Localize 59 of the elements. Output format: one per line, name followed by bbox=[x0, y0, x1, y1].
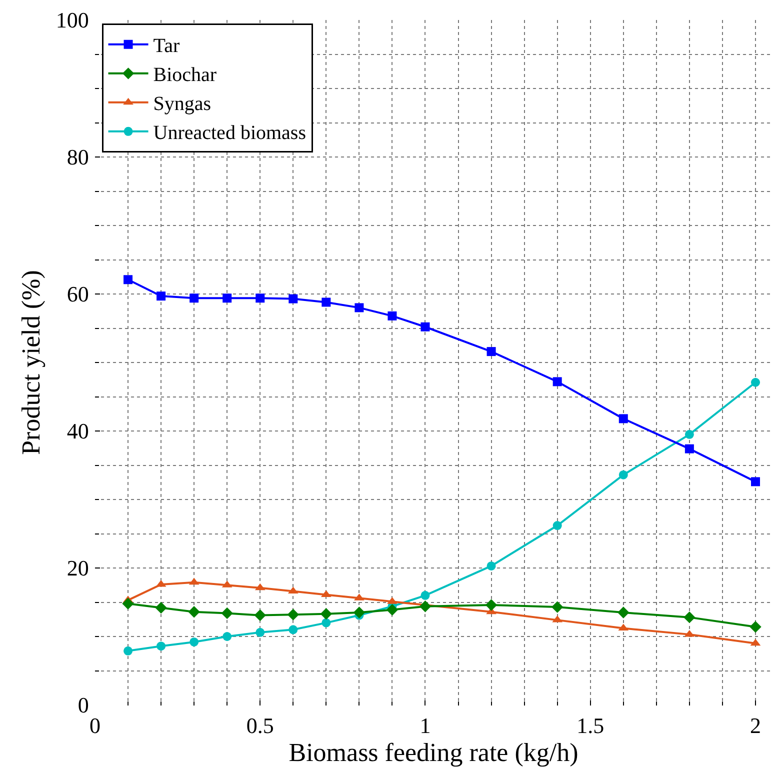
point bbox=[221, 607, 233, 620]
point bbox=[354, 303, 364, 312]
y-tick-label: 80 bbox=[66, 144, 89, 170]
point bbox=[256, 628, 265, 637]
x-axis-title: Biomass feeding rate (kg/h) bbox=[288, 738, 578, 768]
point bbox=[256, 294, 265, 303]
point bbox=[486, 561, 496, 570]
point bbox=[156, 642, 166, 651]
point bbox=[750, 378, 760, 387]
point bbox=[288, 294, 298, 304]
point bbox=[684, 430, 694, 439]
point bbox=[551, 601, 564, 613]
point bbox=[190, 294, 199, 303]
y-tick-label: 20 bbox=[66, 556, 89, 581]
point bbox=[485, 599, 498, 611]
point bbox=[420, 590, 430, 600]
point bbox=[684, 611, 696, 624]
point bbox=[353, 606, 366, 618]
point bbox=[322, 618, 331, 628]
y-tick-label: 0 bbox=[78, 692, 89, 718]
point bbox=[618, 414, 628, 424]
point bbox=[618, 470, 628, 480]
point bbox=[386, 604, 398, 616]
point bbox=[419, 600, 432, 612]
point bbox=[618, 606, 630, 618]
point bbox=[188, 606, 200, 618]
point bbox=[124, 646, 133, 656]
point bbox=[750, 621, 762, 633]
point bbox=[552, 521, 562, 530]
x-tick-label: 2 bbox=[750, 713, 761, 738]
point bbox=[155, 602, 167, 614]
point bbox=[320, 608, 332, 620]
y-tick-label: 100 bbox=[56, 8, 89, 33]
legend-label: Biochar bbox=[153, 64, 217, 86]
y-tick-label: 60 bbox=[66, 282, 89, 307]
point bbox=[684, 444, 694, 454]
point bbox=[254, 609, 266, 622]
y-axis-title: Product yield (%) bbox=[16, 270, 46, 455]
point bbox=[552, 377, 562, 386]
legend-label: Tar bbox=[153, 35, 180, 58]
point bbox=[388, 311, 397, 320]
point bbox=[288, 625, 298, 634]
point bbox=[124, 275, 133, 284]
x-tick-label: 1.5 bbox=[576, 713, 604, 738]
legend-label: Unreacted biomass bbox=[153, 122, 306, 144]
point bbox=[287, 608, 299, 620]
point bbox=[190, 637, 199, 646]
y-tick-label: 40 bbox=[66, 418, 89, 444]
point bbox=[750, 477, 760, 486]
point bbox=[122, 598, 134, 610]
point bbox=[222, 632, 232, 641]
point bbox=[420, 322, 430, 332]
point bbox=[322, 298, 331, 307]
point bbox=[486, 347, 496, 356]
legend-label: Syngas bbox=[153, 93, 212, 116]
point bbox=[222, 294, 232, 303]
x-tick-label: 0.5 bbox=[246, 713, 274, 738]
x-tick-label: 1 bbox=[420, 713, 431, 738]
point bbox=[156, 292, 166, 301]
